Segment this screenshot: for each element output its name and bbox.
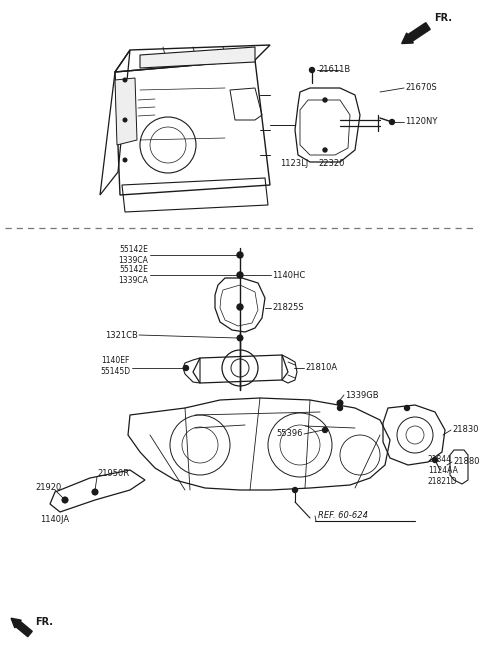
Text: 1321CB: 1321CB [105, 331, 138, 340]
Text: 21825S: 21825S [272, 304, 304, 312]
Circle shape [337, 405, 343, 411]
Circle shape [123, 78, 127, 82]
Polygon shape [115, 78, 137, 145]
Text: 55396: 55396 [276, 430, 303, 438]
Text: REF. 60-624: REF. 60-624 [318, 512, 368, 520]
Text: 21830: 21830 [452, 426, 479, 434]
Text: 21844
1124AA
21821D: 21844 1124AA 21821D [428, 455, 458, 486]
Circle shape [323, 428, 327, 432]
Circle shape [292, 487, 298, 493]
Circle shape [405, 405, 409, 411]
Circle shape [432, 457, 437, 462]
Text: 1140HC: 1140HC [272, 270, 305, 279]
Text: 21920: 21920 [35, 483, 61, 493]
Circle shape [183, 365, 189, 371]
Text: 21810A: 21810A [305, 363, 337, 373]
Text: 55142E
1339CA: 55142E 1339CA [118, 265, 148, 285]
Circle shape [237, 304, 243, 310]
Circle shape [123, 158, 127, 162]
Circle shape [337, 400, 343, 406]
Text: 1140EF
55145D: 1140EF 55145D [100, 356, 130, 376]
Text: FR.: FR. [434, 13, 452, 23]
Text: 21880E: 21880E [453, 457, 480, 466]
Text: FR.: FR. [35, 617, 53, 627]
FancyArrow shape [11, 618, 32, 637]
Circle shape [237, 335, 243, 341]
Text: 1120NY: 1120NY [405, 117, 437, 127]
Circle shape [123, 118, 127, 122]
Circle shape [92, 489, 98, 495]
Text: 21611B: 21611B [318, 66, 350, 75]
Text: 1123LJ: 1123LJ [280, 159, 308, 167]
Text: 55142E
1339CA: 55142E 1339CA [118, 245, 148, 265]
Circle shape [389, 119, 395, 125]
Circle shape [62, 497, 68, 502]
Circle shape [323, 98, 327, 102]
Text: 22320: 22320 [318, 159, 344, 167]
Circle shape [310, 68, 314, 73]
Polygon shape [140, 47, 255, 68]
Text: 21670S: 21670S [405, 83, 437, 92]
Circle shape [237, 272, 243, 278]
FancyArrow shape [402, 23, 430, 43]
Text: 21950R: 21950R [97, 470, 129, 478]
Text: 1339GB: 1339GB [345, 390, 379, 400]
Circle shape [93, 489, 97, 495]
Circle shape [62, 497, 68, 502]
Text: 1140JA: 1140JA [40, 516, 69, 525]
Circle shape [237, 252, 243, 258]
Circle shape [323, 148, 327, 152]
